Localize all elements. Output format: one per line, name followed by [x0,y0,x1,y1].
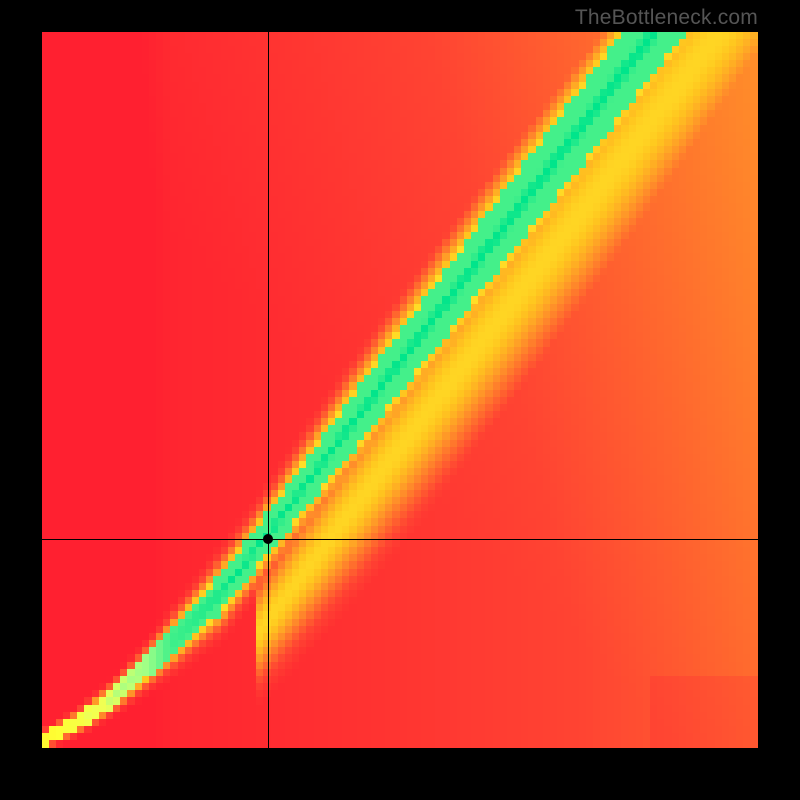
heatmap-plot [42,32,758,748]
heatmap-canvas [42,32,758,748]
crosshair-horizontal [42,539,758,540]
crosshair-vertical [268,32,269,748]
watermark-text: TheBottleneck.com [575,6,758,30]
data-point-marker [263,534,273,544]
